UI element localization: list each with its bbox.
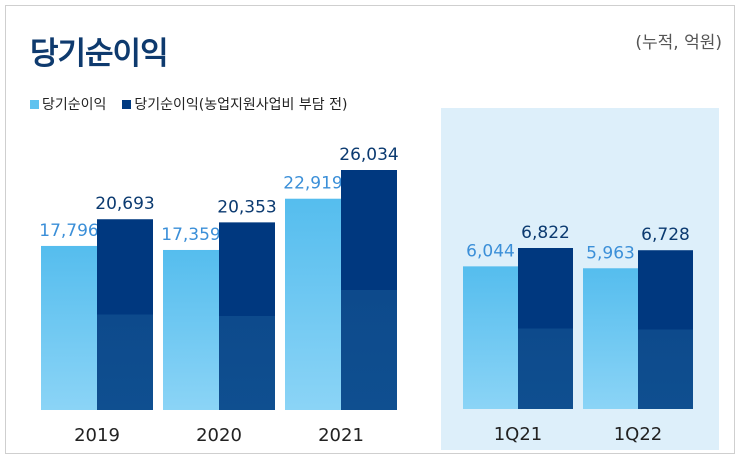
- data-label: 6,728: [641, 225, 690, 245]
- data-label: 6,044: [466, 241, 515, 261]
- data-label: 6,822: [521, 223, 570, 243]
- bar-before-support: [518, 248, 573, 409]
- legend-label: 당기순이익(농업지원사업비 부담 전): [134, 97, 348, 113]
- data-label: 26,034: [339, 145, 398, 165]
- unit-label: (누적, 억원): [635, 33, 722, 53]
- data-label: 20,353: [217, 197, 276, 217]
- chart-frame: [5, 5, 735, 454]
- data-label: 5,963: [586, 243, 635, 263]
- legend-item-net-income-before: 당기순이익(농업지원사업비 부담 전): [122, 94, 347, 114]
- x-tick-label: 2020: [196, 425, 242, 446]
- bar-net-income: [583, 268, 638, 409]
- x-tick-label: 1Q21: [494, 424, 543, 445]
- legend: 당기순이익 당기순이익(농업지원사업비 부담 전): [30, 94, 347, 114]
- data-label: 20,693: [95, 194, 154, 214]
- legend-swatch: [122, 100, 132, 109]
- x-tick-label: 2019: [74, 425, 120, 446]
- data-label: 17,796: [39, 221, 98, 241]
- bar-before-support: [341, 170, 397, 410]
- bar-before-support: [219, 222, 275, 410]
- bar-before-support: [638, 250, 693, 409]
- legend-label: 당기순이익: [42, 97, 107, 113]
- chart-title: 당기순이익: [30, 36, 169, 72]
- bar-net-income: [285, 198, 341, 410]
- legend-swatch: [30, 100, 39, 109]
- x-tick-label: 2021: [318, 425, 364, 446]
- data-label: 22,919: [283, 174, 342, 194]
- bar-net-income: [41, 245, 97, 410]
- bar-net-income: [463, 266, 518, 409]
- legend-item-net-income: 당기순이익: [30, 94, 106, 114]
- bar-before-support: [97, 219, 153, 410]
- bar-net-income: [163, 249, 219, 410]
- x-tick-label: 1Q22: [614, 424, 663, 445]
- data-label: 17,359: [161, 225, 220, 245]
